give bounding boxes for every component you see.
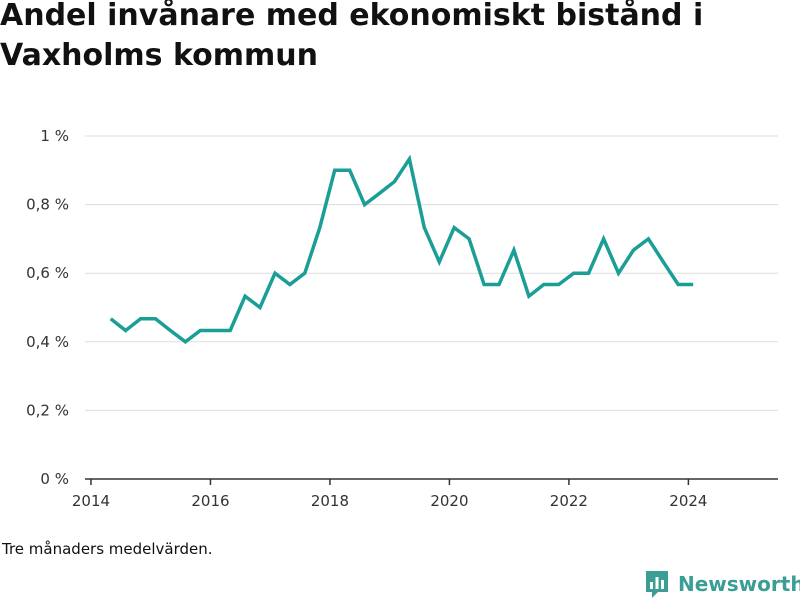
series-line [109, 154, 694, 344]
chart-note: Tre månaders medelvärden. [2, 540, 213, 558]
x-axis: 2014 2016 2018 2020 2022 2024 [72, 478, 778, 510]
x-tick-label: 2014 [72, 492, 110, 510]
brand-logo[interactable]: Newsworthy [644, 567, 800, 601]
x-tick-label: 2024 [669, 492, 707, 510]
brand-name: Newsworthy [678, 572, 800, 596]
x-tick-label: 2020 [430, 492, 468, 510]
chart-title: Andel invånare med ekonomiskt bistånd i … [0, 0, 704, 73]
x-tick-label: 2022 [550, 492, 588, 510]
grid-lines [85, 135, 778, 411]
newsworthy-logo-icon [646, 571, 668, 598]
y-tick-label: 0,4 % [26, 333, 69, 351]
y-tick-label: 0,6 % [26, 264, 69, 282]
x-tick-label: 2018 [311, 492, 349, 510]
y-axis-ticks: 0 % 0,2 % 0,4 % 0,6 % 0,8 % 1 % [26, 127, 69, 488]
series-layer [109, 154, 694, 344]
x-tick-label: 2016 [191, 492, 229, 510]
y-tick-label: 1 % [40, 127, 69, 145]
y-tick-label: 0 % [40, 470, 69, 488]
y-tick-label: 0,2 % [26, 401, 69, 419]
y-tick-label: 0,8 % [26, 196, 69, 214]
